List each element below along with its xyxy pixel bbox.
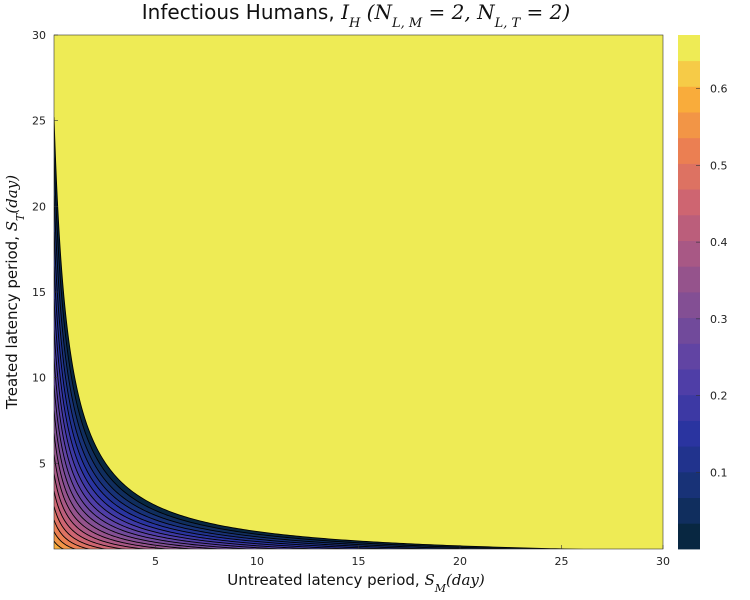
colorbar-segment [678, 266, 700, 293]
colorbar-tick-label: 0.4 [710, 236, 728, 249]
colorbar-segment [678, 60, 700, 87]
contour-line [54, 506, 108, 549]
contour-line [54, 266, 402, 549]
colorbar-segment [678, 497, 700, 524]
contour-line [54, 410, 226, 549]
contour-band [54, 35, 219, 549]
x-tick-label: 20 [453, 555, 467, 568]
y-axis: 5 10 15 20 25 30 [32, 29, 58, 470]
x-tick-label: 5 [152, 555, 159, 568]
colorbar-segment [678, 523, 700, 550]
colorbar-tick-label: 0.2 [710, 390, 728, 403]
x-tick-label: 10 [250, 555, 264, 568]
colorbar-segment [678, 112, 700, 139]
contour-line [54, 299, 362, 549]
contour-line [54, 531, 77, 549]
x-axis: 5 10 15 20 25 30 [152, 545, 670, 568]
colorbar-segment [678, 317, 700, 344]
y-tick-label: 30 [32, 29, 46, 42]
x-tick-label: 25 [555, 555, 569, 568]
y-axis-label: Treated latency period, ST(day) [3, 175, 27, 410]
x-tick-label: 15 [352, 555, 366, 568]
colorbar-segment [678, 189, 700, 216]
contour-line [54, 157, 537, 549]
contour-line [54, 358, 289, 549]
colorbar-segment [678, 343, 700, 370]
y-tick-label: 15 [32, 286, 46, 299]
colorbar-segment [678, 446, 700, 473]
contour-line [54, 490, 127, 549]
colorbar-ticks: 0.1 0.2 0.3 0.4 0.5 0.6 [696, 83, 728, 479]
y-tick-label: 20 [32, 200, 46, 213]
x-tick-label: 30 [656, 555, 670, 568]
chart-title: Infectious Humans, IH (NL, M = 2, NL, T … [142, 0, 570, 31]
colorbar [678, 35, 700, 550]
colorbar-segment [678, 420, 700, 447]
colorbar-segment [678, 394, 700, 421]
colorbar-segment [678, 240, 700, 267]
band-top [54, 35, 663, 549]
colorbar-segment [678, 214, 700, 241]
colorbar-segment [678, 369, 700, 396]
contour-line [54, 519, 91, 549]
y-tick-label: 10 [32, 372, 46, 385]
colorbar-segment [678, 137, 700, 164]
colorbar-segment [678, 292, 700, 319]
contour-line [54, 433, 197, 549]
colorbar-tick-label: 0.5 [710, 159, 728, 172]
contour-line [54, 329, 325, 549]
contour-line [54, 454, 171, 549]
contour-line [54, 473, 148, 549]
contour-line [54, 195, 490, 549]
colorbar-segment [678, 86, 700, 113]
colorbar-tick-label: 0.6 [710, 83, 728, 96]
contour-line [54, 385, 256, 549]
colorbar-tick-label: 0.3 [710, 313, 728, 326]
contour-line [54, 232, 445, 549]
colorbar-tick-label: 0.1 [710, 466, 728, 479]
colorbar-segment [678, 471, 700, 498]
colorbar-segment [678, 35, 700, 62]
y-tick-label: 25 [32, 115, 46, 128]
y-tick-label: 5 [39, 457, 46, 470]
plot-area [54, 35, 663, 549]
contour-line [54, 117, 586, 549]
contour-band [54, 35, 192, 549]
x-axis-label: Untreated latency period, SM(day) [227, 571, 485, 595]
colorbar-segment [678, 163, 700, 190]
